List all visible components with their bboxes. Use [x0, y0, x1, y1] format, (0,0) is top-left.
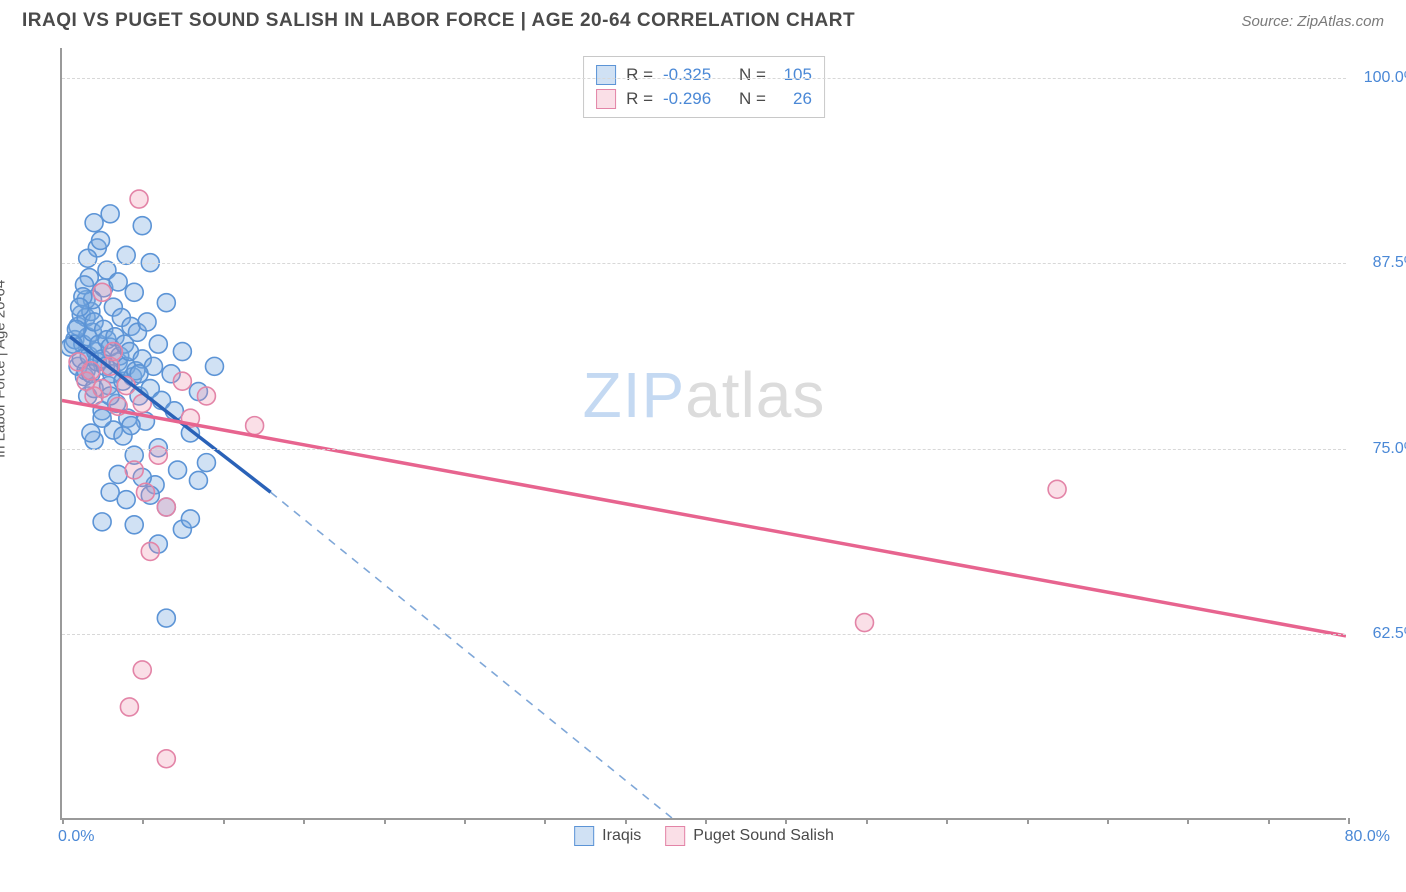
x-axis-min-label: 0.0% — [58, 828, 94, 846]
x-tick — [464, 818, 466, 824]
gridline — [62, 263, 1346, 264]
x-tick — [1268, 818, 1270, 824]
x-axis-max-label: 80.0% — [1345, 828, 1390, 846]
series-legend: Iraqis Puget Sound Salish — [574, 826, 834, 846]
gridline — [62, 449, 1346, 450]
gridline — [62, 634, 1346, 635]
source-attribution: Source: ZipAtlas.com — [1241, 13, 1384, 30]
x-tick — [625, 818, 627, 824]
legend-swatch — [596, 89, 616, 109]
legend-label: Iraqis — [602, 827, 641, 845]
x-tick — [866, 818, 868, 824]
x-tick — [785, 818, 787, 824]
plot-area: ZIPatlas R =-0.325N =105R =-0.296N =26 0… — [60, 48, 1346, 820]
scatter-svg — [62, 48, 1346, 818]
r-label: R = — [626, 65, 653, 85]
x-tick — [223, 818, 225, 824]
x-tick — [946, 818, 948, 824]
y-axis-label: 62.5% — [1354, 625, 1406, 643]
gridline — [62, 78, 1346, 79]
r-label: R = — [626, 89, 653, 109]
x-tick — [1027, 818, 1029, 824]
r-value: -0.296 — [663, 89, 721, 109]
y-axis-label: 100.0% — [1354, 69, 1406, 87]
legend-label: Puget Sound Salish — [693, 827, 834, 845]
x-tick — [1187, 818, 1189, 824]
chart-container: In Labor Force | Age 20-64 ZIPatlas R =-… — [22, 48, 1384, 868]
n-label: N = — [739, 65, 766, 85]
legend-swatch — [665, 826, 685, 846]
stat-legend-row: R = -0.296 N = 26 — [596, 87, 812, 111]
legend-swatch — [596, 65, 616, 85]
n-value: 26 — [776, 89, 812, 109]
y-axis-label: 75.0% — [1354, 440, 1406, 458]
x-tick — [705, 818, 707, 824]
chart-title: IRAQI VS PUGET SOUND SALISH IN LABOR FOR… — [22, 10, 855, 32]
x-tick — [62, 818, 64, 824]
stat-legend-row: R = -0.325 N = 105 — [596, 63, 812, 87]
x-tick — [142, 818, 144, 824]
x-tick — [1348, 818, 1350, 824]
n-label: N = — [739, 89, 766, 109]
x-tick — [384, 818, 386, 824]
y-axis-label: 87.5% — [1354, 254, 1406, 272]
x-tick — [544, 818, 546, 824]
x-tick — [1107, 818, 1109, 824]
stat-legend: R = -0.325 N = 105 R = -0.296 N = 26 — [583, 56, 825, 118]
legend-swatch — [574, 826, 594, 846]
x-tick — [303, 818, 305, 824]
legend-item: Iraqis — [574, 826, 641, 846]
y-axis-title: In Labor Force | Age 20-64 — [0, 280, 9, 458]
r-value: -0.325 — [663, 65, 721, 85]
n-value: 105 — [776, 65, 812, 85]
legend-item: Puget Sound Salish — [665, 826, 834, 846]
